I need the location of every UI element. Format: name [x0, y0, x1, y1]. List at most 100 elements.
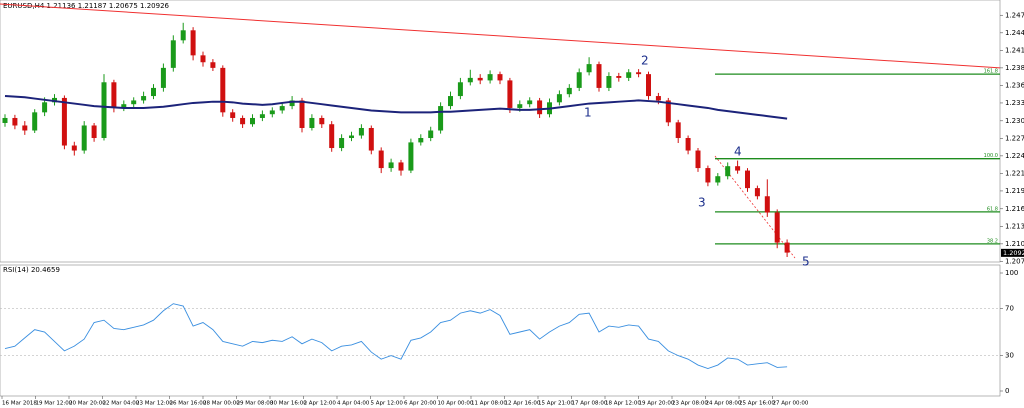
fib-label: 61.8	[987, 206, 998, 212]
x-tick-label: 10 Apr 00:00	[438, 401, 474, 407]
x-tick-label: 27 Apr 00:00	[773, 401, 809, 407]
candle-body	[685, 138, 691, 151]
candle-body	[616, 76, 622, 78]
x-tick-label: 25 Apr 16:00	[739, 401, 775, 407]
candle-body	[279, 106, 285, 111]
x-tick-label: 23 Apr 08:00	[672, 401, 708, 407]
y-tick-label: 1.23035	[1005, 117, 1024, 125]
candle-body	[517, 104, 523, 108]
candle-body	[655, 96, 661, 101]
candle-body	[81, 125, 87, 151]
x-tick-label: 6 Apr 20:00	[404, 401, 437, 407]
x-tick-label: 23 Mar 12:00	[136, 401, 173, 407]
candle-body	[764, 196, 770, 213]
candle-body	[665, 100, 671, 123]
candle-body	[586, 64, 592, 73]
candle-body	[725, 166, 731, 177]
candle-body	[111, 82, 117, 108]
wave-label: 3	[698, 196, 706, 210]
candle-body	[477, 77, 483, 81]
candle-body	[71, 145, 77, 151]
price-panel	[0, 0, 1001, 263]
trend-line	[0, 3, 1001, 69]
candle-body	[141, 96, 147, 101]
fib-label: 161.8	[984, 69, 998, 75]
candle-body	[438, 106, 444, 131]
x-tick-label: 2 Apr 12:00	[304, 401, 337, 407]
moving-average	[4, 95, 788, 120]
candle-body	[299, 100, 305, 128]
candle-body	[606, 76, 612, 88]
wave-label: 4	[734, 145, 742, 159]
candle-body	[537, 100, 543, 115]
y-tick-label: 1.21350	[1005, 222, 1024, 230]
fib-label: 38.2	[987, 238, 998, 244]
y-tick-label: 1.23600	[1005, 81, 1024, 89]
candle-body	[319, 117, 325, 125]
y-tick-label: 1.21630	[1005, 205, 1024, 213]
x-tick-label: 12 Apr 16:00	[505, 401, 541, 407]
candle-body	[180, 30, 186, 41]
wave-label: 2	[641, 54, 649, 68]
y-tick-label: 1.22475	[1005, 152, 1024, 160]
candle-body	[527, 100, 533, 105]
candle-body	[576, 72, 582, 88]
candle-body	[675, 122, 681, 139]
y-tick-label: 0	[1005, 387, 1009, 395]
x-tick-label: 15 Apr 21:00	[538, 401, 574, 407]
candle-body	[91, 125, 97, 139]
candle-body	[715, 176, 721, 183]
fib-label: 100.0	[984, 153, 998, 159]
x-tick-label: 11 Apr 08:00	[471, 401, 507, 407]
y-tick-label: 1.21915	[1005, 187, 1024, 195]
candle-body	[378, 150, 384, 169]
candle-body	[507, 80, 513, 108]
candle-body	[250, 117, 255, 125]
chart-title: EURUSD,H4 1.21136 1.21187 1.20675 1.2092…	[3, 2, 170, 10]
rsi-panel	[0, 264, 1001, 397]
candle-body	[457, 82, 463, 97]
x-tick-label: 26 Mar 16:00	[170, 401, 207, 407]
rsi-line	[4, 303, 788, 370]
candle-body	[151, 87, 156, 97]
candle-body	[735, 166, 741, 171]
current-price-box	[1001, 248, 1024, 257]
candle-body	[754, 188, 760, 197]
candle-body	[556, 94, 562, 103]
current-price-label: 1.20926	[1003, 249, 1024, 257]
candle-body	[745, 170, 750, 189]
candle-body	[160, 67, 166, 88]
wave-label: 1	[584, 106, 592, 120]
candle-body	[388, 162, 394, 169]
candle-body	[636, 72, 642, 75]
x-tick-label: 29 Mar 08:00	[237, 401, 274, 407]
candle-body	[269, 110, 275, 115]
rsi-title: RSI(14) 20.4659	[3, 266, 60, 274]
candle-body	[121, 104, 127, 108]
candle-body	[487, 74, 493, 81]
y-tick-label: 30	[1005, 352, 1014, 360]
x-tick-label: 20 Mar 20:00	[69, 401, 106, 407]
candle-body	[566, 87, 572, 95]
candle-body	[408, 142, 414, 171]
x-tick-label: 18 Apr 12:00	[605, 401, 641, 407]
candle-body	[200, 55, 206, 63]
y-tick-label: 1.23880	[1005, 64, 1024, 72]
candle-body	[448, 96, 453, 107]
candle-body	[220, 67, 226, 113]
candle-body	[12, 117, 18, 126]
y-tick-label: 1.22195	[1005, 169, 1024, 177]
x-tick-label: 16 Mar 2018	[2, 401, 37, 407]
candle-body	[230, 112, 236, 118]
candle-body	[210, 62, 216, 68]
candle-body	[190, 30, 196, 56]
y-tick-label: 1.24720	[1005, 11, 1024, 19]
x-tick-label: 19 Mar 12:00	[36, 401, 73, 407]
candle-body	[309, 117, 315, 128]
x-tick-label: 5 Apr 12:00	[371, 401, 404, 407]
candle-body	[101, 82, 107, 139]
candle-body	[42, 102, 48, 113]
candle-body	[368, 127, 374, 151]
x-tick-label: 30 Mar 16:00	[270, 401, 307, 407]
